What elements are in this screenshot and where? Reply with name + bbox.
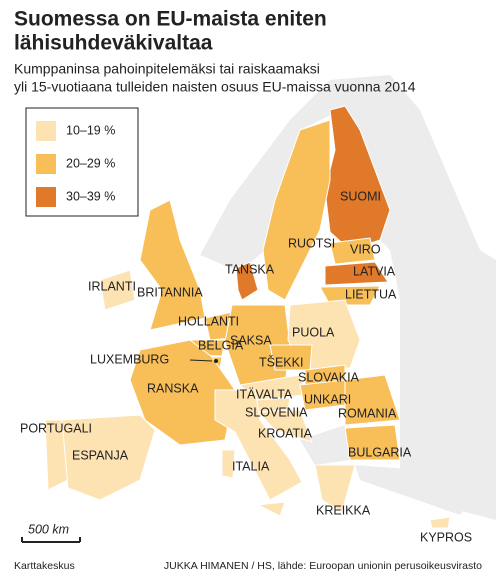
country-label: RUOTSI <box>288 236 335 250</box>
country-shape <box>214 389 303 517</box>
title: Suomessa on EU-maista eniten <box>14 8 327 31</box>
country-label: SUOMI <box>340 189 381 203</box>
country-label: ITÄVALTA <box>236 387 293 401</box>
legend-swatch <box>36 154 56 174</box>
country-label: SAKSA <box>230 333 272 347</box>
country-label: BELGIA <box>198 338 244 352</box>
country-shape <box>139 199 206 331</box>
country-shape <box>344 374 401 426</box>
country-shape <box>319 285 381 306</box>
country-label: VIRO <box>350 242 381 256</box>
luxemburg-pointer <box>189 359 213 362</box>
country-label: KYPROS <box>420 530 472 544</box>
footer-right: JUKKA HIMANEN / HS, lähde: Euroopan unio… <box>164 560 482 572</box>
title: lähisuhdeväkivaltaa <box>14 32 213 55</box>
country-label: KROATIA <box>258 426 313 440</box>
country-label: PUOLA <box>292 325 335 339</box>
non-eu-land <box>200 75 496 520</box>
country-label: LATVIA <box>353 264 396 278</box>
subtitle: Kumppaninsa pahoinpitelemäksi tai raiska… <box>14 61 320 77</box>
country-label: LIETTUA <box>345 287 397 301</box>
country-shape <box>329 237 376 265</box>
country-label: TŠEKKI <box>259 354 303 369</box>
country-label: BULGARIA <box>348 445 412 459</box>
country-label: HOLLANTI <box>178 314 239 328</box>
country-label: SLOVENIA <box>245 405 308 419</box>
subtitle: yli 15-vuotiaana tulleiden naisten osuus… <box>14 79 416 95</box>
legend-swatch <box>36 121 56 141</box>
country-label: ESPANJA <box>72 448 129 462</box>
country-label: ROMANIA <box>338 406 397 420</box>
country-label: BRITANNIA <box>137 285 203 299</box>
country-shape <box>129 339 236 446</box>
country-shape <box>256 409 313 443</box>
country-label: KREIKKA <box>316 503 371 517</box>
country-shape <box>429 516 451 529</box>
footer-left: Karttakeskus <box>14 560 75 572</box>
country-label: LUXEMBURG <box>90 352 169 366</box>
country-shape <box>344 424 401 461</box>
country-label: SLOVAKIA <box>298 370 360 384</box>
legend-label: 30–39 % <box>66 189 115 203</box>
legend-label: 10–19 % <box>66 123 115 137</box>
country-label: TANSKA <box>225 262 275 276</box>
country-shape <box>235 261 259 301</box>
country-label: PORTUGALI <box>20 421 92 435</box>
country-label: UNKARI <box>304 392 351 406</box>
country-label: IRLANTI <box>88 279 136 293</box>
country-shape <box>314 464 356 513</box>
scale-label: 500 km <box>28 522 69 536</box>
country-label: ITALIA <box>232 459 270 473</box>
luxemburg-dot <box>214 359 218 363</box>
country-shape <box>324 261 389 286</box>
country-label: RANSKA <box>147 381 199 395</box>
legend-label: 20–29 % <box>66 156 115 170</box>
country-shape <box>262 119 331 301</box>
country-shape <box>99 269 136 311</box>
legend-swatch <box>36 187 56 207</box>
country-shape <box>61 414 156 501</box>
